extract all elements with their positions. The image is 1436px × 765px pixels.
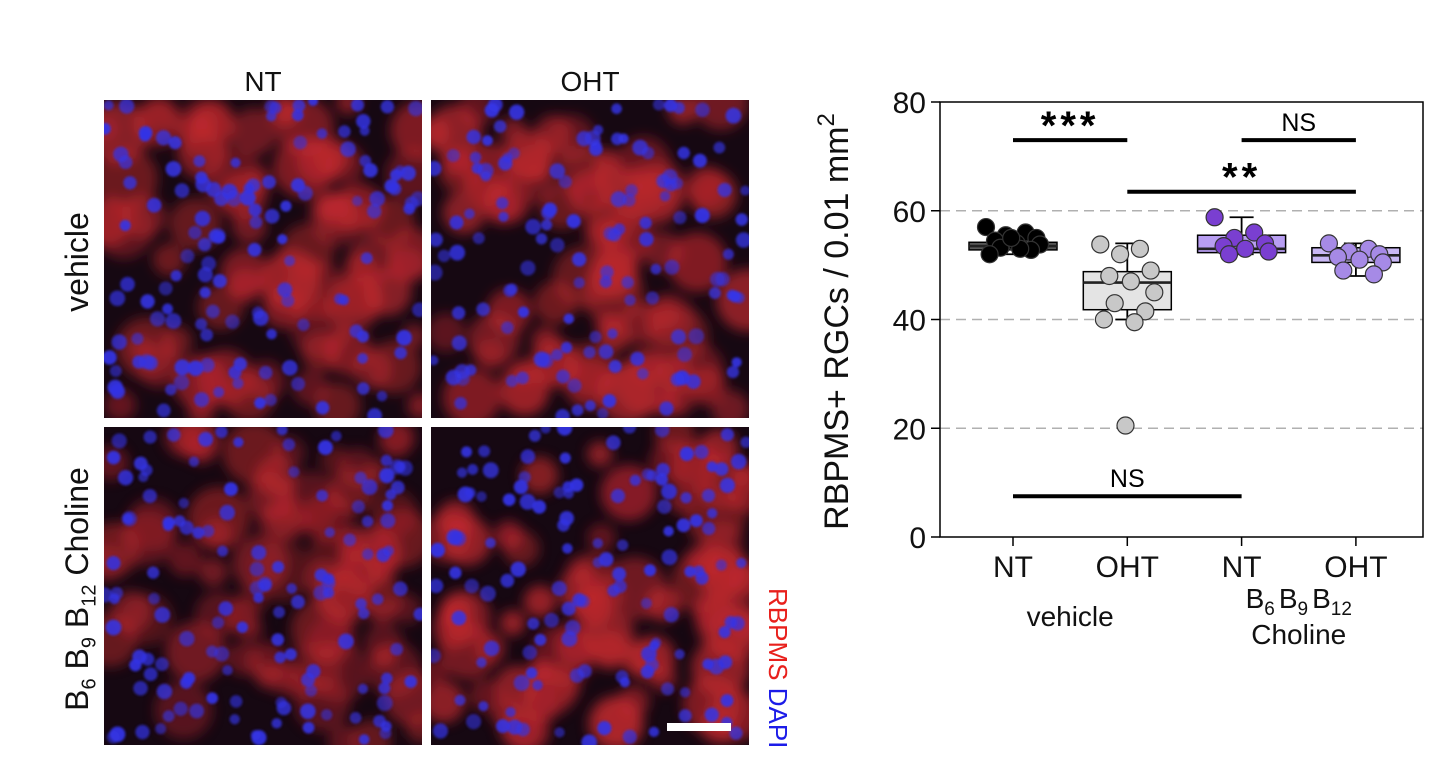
row-label-part: B <box>59 606 95 629</box>
significance-label: *** <box>1041 104 1100 148</box>
x-tick-label: NT <box>1222 551 1262 584</box>
data-point <box>976 217 996 237</box>
significance-label: NS <box>1110 465 1145 493</box>
data-point <box>1111 245 1130 264</box>
group-label: vehicle <box>1027 601 1114 632</box>
data-point <box>1130 239 1149 258</box>
stain-label-rbpms: RBPMS <box>763 588 793 681</box>
box-plot-chart: 0 20 40 60 80 RBPMS+ RGCs / 0.01 mm2 NT OHT NT OH… <box>813 87 1424 650</box>
row-label-treatment: B6 B9 B12 Choline <box>59 467 101 711</box>
y-tick-label: 60 <box>893 196 926 229</box>
group-label-line2: Choline <box>1251 619 1346 650</box>
row-label-part: B <box>59 689 95 711</box>
y-axis-label: RBPMS+ RGCs / 0.01 mm2 <box>813 113 856 530</box>
column-label-nt: NT <box>244 66 282 97</box>
micrograph-vehicle-nt <box>104 100 422 418</box>
stain-label-dapi: DAPI <box>763 687 793 749</box>
micrograph-treatment-oht <box>431 427 749 745</box>
column-label-oht: OHT <box>560 66 620 97</box>
data-point <box>1245 223 1264 242</box>
data-point <box>980 245 999 264</box>
data-point <box>1091 235 1110 254</box>
data-point <box>1136 302 1155 321</box>
data-point <box>1319 234 1339 253</box>
y-tick-label: 20 <box>893 413 926 446</box>
data-point <box>1141 261 1160 280</box>
group-label: B6 B9 B12 <box>1246 583 1352 620</box>
y-tick-label: 80 <box>893 87 926 120</box>
data-point <box>1259 242 1278 261</box>
data-point <box>1334 261 1353 280</box>
row-label-part: B <box>59 648 95 670</box>
data-point <box>1219 245 1239 264</box>
row-label-part: Choline <box>59 467 95 576</box>
data-point <box>1205 208 1224 227</box>
scale-bar <box>667 723 731 731</box>
data-point <box>1116 416 1135 435</box>
significance-label: ** <box>1222 156 1261 200</box>
y-tick-label: 0 <box>909 522 926 555</box>
data-point <box>1364 265 1384 284</box>
data-point <box>1350 250 1369 269</box>
micrograph-vehicle-oht <box>431 100 749 418</box>
data-point <box>1145 283 1164 302</box>
stain-legend: RBPMS DAPI <box>763 588 793 748</box>
data-point <box>1236 239 1255 258</box>
micrograph-treatment-nt <box>104 427 422 745</box>
data-point <box>1094 310 1113 329</box>
significance-label: NS <box>1281 109 1316 137</box>
x-tick-label: NT <box>993 551 1033 584</box>
data-point <box>1125 313 1144 332</box>
x-tick-label: OHT <box>1096 551 1159 584</box>
x-tick-label: OHT <box>1324 551 1387 584</box>
y-tick-label: 40 <box>893 305 926 338</box>
data-point <box>1105 294 1124 313</box>
data-point <box>1002 228 1021 248</box>
data-point <box>1100 266 1119 286</box>
data-point <box>1121 272 1140 291</box>
row-label-vehicle: vehicle <box>59 212 95 312</box>
